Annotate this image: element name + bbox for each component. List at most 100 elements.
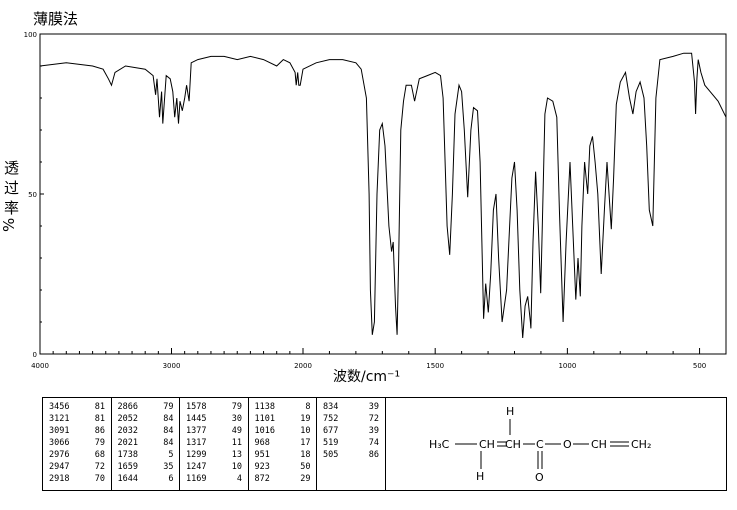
peak-transmittance: 68 <box>94 450 105 460</box>
peak-wavenumber: 968 <box>254 438 270 448</box>
peak-table-column: 834 39 752 72 677 39 519 74 505 86 <box>317 398 386 490</box>
peak-transmittance: 72 <box>368 414 379 424</box>
svg-text:过: 过 <box>4 179 19 197</box>
chemical-structure: H₃C CH CH H H C O O CH CH₂ <box>429 405 651 484</box>
peak-wavenumber: 834 <box>323 402 339 412</box>
structure-o-carbonyl: O <box>535 471 544 484</box>
peak-transmittance: 11 <box>231 438 242 448</box>
peak-wavenumber: 2032 <box>117 426 138 436</box>
peak-transmittance: 86 <box>94 426 105 436</box>
structure-ch-1: CH <box>479 438 495 451</box>
peak-transmittance: 49 <box>231 426 242 436</box>
peak-transmittance: 5 <box>168 450 174 460</box>
peak-transmittance: 70 <box>94 474 105 484</box>
peak-wavenumber: 1644 <box>117 474 138 484</box>
peak-transmittance: 10 <box>300 426 311 436</box>
peak-transmittance: 10 <box>231 462 242 472</box>
peak-wavenumber: 1101 <box>254 414 275 424</box>
structure-o-ester: O <box>563 438 572 451</box>
peak-wavenumber: 3091 <box>49 426 70 436</box>
y-tick-label: 0 <box>33 351 37 359</box>
peak-wavenumber: 1377 <box>186 426 207 436</box>
structure-c: C <box>536 438 544 451</box>
x-tick-label: 500 <box>693 362 706 370</box>
peak-transmittance: 81 <box>94 414 105 424</box>
ir-spectrum-chart: 薄膜法 透 过 率 % 4000 3000 2000 1500 1000 500 0 50 10… <box>0 10 727 385</box>
peak-wavenumber: 2052 <box>117 414 138 424</box>
peak-transmittance: 6 <box>168 474 174 484</box>
peak-wavenumber: 1445 <box>186 414 207 424</box>
x-tick-label: 1500 <box>426 362 444 370</box>
peak-wavenumber: 2947 <box>49 462 70 472</box>
peak-wavenumber: 872 <box>254 474 270 484</box>
peak-wavenumber: 2866 <box>117 402 138 412</box>
transmittance-series-line <box>39 52 727 339</box>
peak-table-column: 2866 79 2052 84 2032 84 2021 84 1738 5 1659 35 1644 6 <box>112 398 180 490</box>
peak-wavenumber: 3456 <box>49 402 70 412</box>
peak-wavenumber: 1138 <box>254 402 275 412</box>
peak-transmittance: 13 <box>231 450 242 460</box>
peak-wavenumber: 1016 <box>254 426 275 436</box>
peak-transmittance: 35 <box>163 462 174 472</box>
peak-wavenumber: 1247 <box>186 462 207 472</box>
y-tick-label: 50 <box>28 191 37 199</box>
peak-wavenumber: 923 <box>254 462 270 472</box>
chart-title: 薄膜法 <box>33 10 78 28</box>
peak-table: 3456 81 3121 81 3091 86 3066 79 2976 68 2947 72 2918… <box>42 397 727 491</box>
peak-transmittance: 81 <box>94 402 105 412</box>
x-axis-label: 波数/cm⁻¹ <box>333 369 400 385</box>
peak-wavenumber: 2918 <box>49 474 70 484</box>
x-tick-label: 4000 <box>31 362 49 370</box>
svg-text:率: 率 <box>4 199 19 217</box>
peak-transmittance: 39 <box>368 426 379 436</box>
x-tick-label: 1000 <box>558 362 576 370</box>
structure-h-bottom: H <box>476 470 484 483</box>
peak-transmittance: 8 <box>305 402 311 412</box>
peak-table-column: 1578 79 1445 30 1377 49 1317 11 1299 13 1247 10 1169… <box>180 398 249 490</box>
y-tick-label: 100 <box>24 31 37 39</box>
peak-transmittance: 79 <box>94 438 105 448</box>
svg-text:透: 透 <box>4 159 19 177</box>
peak-transmittance: 86 <box>368 450 379 460</box>
peak-table-column: 1138 8 1101 19 1016 10 968 17 951 18 923 50 872 29 <box>249 398 317 490</box>
peak-wavenumber: 1659 <box>117 462 138 472</box>
peak-wavenumber: 951 <box>254 450 270 460</box>
peak-wavenumber: 1578 <box>186 402 207 412</box>
peak-transmittance: 17 <box>300 438 311 448</box>
peak-wavenumber: 1299 <box>186 450 207 460</box>
peak-transmittance: 18 <box>300 450 311 460</box>
peak-transmittance: 84 <box>163 438 174 448</box>
peak-transmittance: 84 <box>163 426 174 436</box>
peak-transmittance: 79 <box>231 402 242 412</box>
peak-table-column: 3456 81 3121 81 3091 86 3066 79 2976 68 2947 72 2918… <box>43 398 112 490</box>
structure-h-top: H <box>506 405 514 418</box>
peak-transmittance: 39 <box>368 402 379 412</box>
peak-transmittance: 30 <box>231 414 242 424</box>
axes-group: 4000 3000 2000 1500 1000 500 0 50 100 <box>24 31 707 370</box>
svg-text:%: % <box>0 218 18 232</box>
structure-ch-3: CH <box>591 438 607 451</box>
y-axis-label: 透 过 率 % <box>0 159 19 232</box>
peak-wavenumber: 2976 <box>49 450 70 460</box>
peak-wavenumber: 677 <box>323 426 339 436</box>
peak-wavenumber: 2021 <box>117 438 138 448</box>
peak-transmittance: 72 <box>94 462 105 472</box>
peak-wavenumber: 1738 <box>117 450 138 460</box>
peak-transmittance: 4 <box>236 474 242 484</box>
peak-wavenumber: 519 <box>323 438 339 448</box>
plot-frame <box>39 33 727 355</box>
peak-wavenumber: 3121 <box>49 414 70 424</box>
structure-h3c: H₃C <box>429 438 450 451</box>
peak-wavenumber: 3066 <box>49 438 70 448</box>
structure-ch2: CH₂ <box>631 438 651 451</box>
peak-transmittance: 29 <box>300 474 311 484</box>
peak-wavenumber: 1317 <box>186 438 207 448</box>
peak-wavenumber: 1169 <box>186 474 207 484</box>
peak-transmittance: 79 <box>163 402 174 412</box>
x-tick-label: 2000 <box>294 362 312 370</box>
x-tick-label: 3000 <box>163 362 181 370</box>
peak-transmittance: 84 <box>163 414 174 424</box>
peak-transmittance: 50 <box>300 462 311 472</box>
structure-ch-2: CH <box>505 438 521 451</box>
peak-wavenumber: 752 <box>323 414 339 424</box>
